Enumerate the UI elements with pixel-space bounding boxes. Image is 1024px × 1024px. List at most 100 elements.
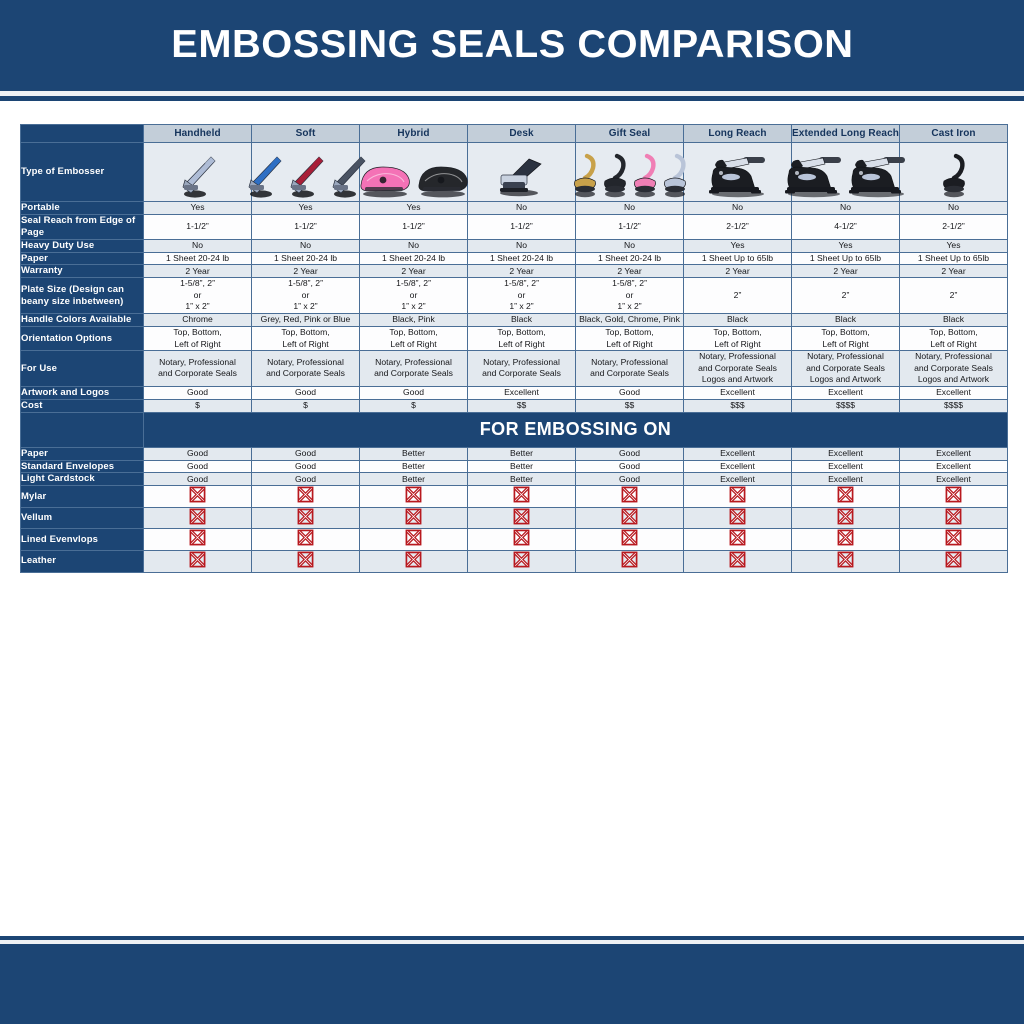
row-label-artwork-and-logos: Artwork and Logos: [21, 386, 143, 399]
cell-cost-1: $: [252, 399, 359, 412]
cell-seal-reach-from-edge-of-page-6: 4-1/2”: [792, 214, 899, 239]
hybrid-embosser-pink: [357, 159, 413, 199]
cell-embossing-lined-evenvlops-5: [684, 529, 791, 551]
x-mark-icon: [189, 530, 206, 548]
cell-embossing-leather-5: [684, 551, 791, 572]
cell-portable-5: No: [684, 202, 791, 214]
table-row-handle-colors-available: Handle Colors Available Chrome Grey, Red, …: [21, 314, 1007, 326]
x-mark-icon: [729, 551, 746, 570]
column-header-handheld[interactable]: Handheld: [144, 125, 251, 142]
handheld-embosser-chrome: [178, 153, 218, 199]
table-row-paper: Paper 1 Sheet 20-24 lb 1 Sheet 20-24 lb 1 S…: [21, 252, 1007, 265]
column-header-cast-iron[interactable]: Cast Iron: [900, 125, 1007, 142]
row-label-type-of-embosser: Type of Embosser: [21, 143, 143, 201]
cell-embossing-light-cardstock-3: Better: [468, 473, 575, 486]
cell-embossing-light-cardstock-0: Good: [144, 473, 251, 486]
cell-orientation-options-7: Top, Bottom, Left of Right: [900, 326, 1007, 351]
cell-artwork-and-logos-7: Excellent: [900, 386, 1007, 399]
column-header-desk[interactable]: Desk: [468, 125, 575, 142]
for-embossing-on-banner: FOR EMBOSSING ON: [144, 412, 1007, 447]
cell-paper-7: 1 Sheet Up to 65lb: [900, 252, 1007, 265]
cell-handle-colors-available-5: Black: [684, 314, 791, 326]
cell-handle-colors-available-7: Black: [900, 314, 1007, 326]
cell-paper-2: 1 Sheet 20-24 lb: [360, 252, 467, 265]
cell-embossing-leather-0: [144, 551, 251, 572]
row-label-embossing-standard-envelopes: Standard Envelopes: [21, 460, 143, 473]
cell-embossing-standard-envelopes-4: Good: [576, 460, 683, 473]
column-header-gift-seal[interactable]: Gift Seal: [576, 125, 683, 142]
x-mark-icon: [729, 508, 746, 527]
cell-embossing-lined-evenvlops-7: [900, 529, 1007, 551]
gift-seal-chrome: [661, 153, 689, 199]
cell-artwork-and-logos-2: Good: [360, 386, 467, 399]
cell-embossing-mylar-6: [792, 486, 899, 507]
column-header-soft[interactable]: Soft: [252, 125, 359, 142]
comparison-table: Handheld Soft Hybrid Desk Gift Seal Long Reac…: [20, 124, 1008, 573]
table-corner-cell: [21, 125, 143, 142]
header-rule-bottom: [0, 96, 1024, 101]
cell-heavy-duty-use-4: No: [576, 239, 683, 252]
x-mark-icon: [945, 486, 962, 505]
table-row-type-of-embosser: Type of Embosser: [21, 143, 1007, 201]
cell-embossing-paper-1: Good: [252, 447, 359, 460]
cell-embossing-standard-envelopes-0: Good: [144, 460, 251, 473]
cell-handle-colors-available-0: Chrome: [144, 314, 251, 326]
cell-embossing-leather-4: [576, 551, 683, 572]
long-reach-embosser-black: [707, 153, 769, 199]
product-image-cell: [144, 143, 251, 201]
cell-plate-size-design-can-beany-size-inbetween-5: 2”: [684, 278, 791, 314]
cell-plate-size-design-can-beany-size-inbetween-7: 2”: [900, 278, 1007, 314]
x-mark-icon: [405, 551, 422, 570]
cell-embossing-paper-6: Excellent: [792, 447, 899, 460]
cell-paper-6: 1 Sheet Up to 65lb: [792, 252, 899, 265]
x-mark-icon: [405, 530, 422, 548]
cell-embossing-mylar-1: [252, 486, 359, 507]
table-row-embossing-light-cardstock: Light Cardstock Good Good Better Better Good E…: [21, 473, 1007, 486]
cell-embossing-vellum-0: [144, 507, 251, 529]
cell-warranty-1: 2 Year: [252, 265, 359, 278]
cell-cost-2: $: [360, 399, 467, 412]
cell-embossing-mylar-7: [900, 486, 1007, 507]
x-mark-icon: [297, 551, 314, 570]
cast-iron-embosser-black: [940, 153, 968, 199]
cell-embossing-lined-evenvlops-2: [360, 529, 467, 551]
cell-for-use-1: Notary, Professional and Corporate Seals: [252, 351, 359, 386]
table-row-embossing-paper: Paper Good Good Better Better Good Excellent Ex…: [21, 447, 1007, 460]
cell-heavy-duty-use-7: Yes: [900, 239, 1007, 252]
cell-for-use-0: Notary, Professional and Corporate Seals: [144, 351, 251, 386]
cell-embossing-lined-evenvlops-0: [144, 529, 251, 551]
cell-orientation-options-6: Top, Bottom, Left of Right: [792, 326, 899, 351]
table-row-seal-reach-from-edge-of-page: Seal Reach from Edge of Page 1-1/2” 1-1/2”…: [21, 214, 1007, 239]
cell-for-use-4: Notary, Professional and Corporate Seals: [576, 351, 683, 386]
cell-embossing-paper-0: Good: [144, 447, 251, 460]
product-image-cell: [248, 143, 365, 201]
cell-embossing-standard-envelopes-5: Excellent: [684, 460, 791, 473]
cell-artwork-and-logos-6: Excellent: [792, 386, 899, 399]
cell-seal-reach-from-edge-of-page-1: 1-1/2”: [252, 214, 359, 239]
table-row-heavy-duty-use: Heavy Duty Use No No No No No Yes Yes Yes: [21, 239, 1007, 252]
cell-embossing-standard-envelopes-2: Better: [360, 460, 467, 473]
column-header-extended-long-reach[interactable]: Extended Long Reach: [792, 125, 899, 142]
cell-cost-6: $$$$: [792, 399, 899, 412]
comparison-table-wrap: Handheld Soft Hybrid Desk Gift Seal Long Reac…: [20, 124, 1008, 573]
footer-rule-top: [0, 936, 1024, 940]
cell-plate-size-design-can-beany-size-inbetween-2: 1-5/8”, 2” or 1” x 2”: [360, 278, 467, 314]
desk-embosser-black: [495, 155, 549, 199]
cell-paper-0: 1 Sheet 20-24 lb: [144, 252, 251, 265]
row-label-embossing-leather: Leather: [21, 551, 143, 572]
cell-embossing-mylar-0: [144, 486, 251, 507]
column-header-hybrid[interactable]: Hybrid: [360, 125, 467, 142]
cell-embossing-paper-7: Excellent: [900, 447, 1007, 460]
column-header-long-reach[interactable]: Long Reach: [684, 125, 791, 142]
cell-handle-colors-available-4: Black, Gold, Chrome, Pink: [576, 314, 683, 326]
x-mark-icon: [621, 530, 638, 548]
x-mark-icon: [513, 530, 530, 548]
cell-paper-1: 1 Sheet 20-24 lb: [252, 252, 359, 265]
row-label-plate-size-design-can-beany-size-inbetween: Plate Size (Design can beany size inbetw…: [21, 278, 143, 314]
cell-embossing-standard-envelopes-6: Excellent: [792, 460, 899, 473]
cell-embossing-vellum-2: [360, 507, 467, 529]
cell-portable-6: No: [792, 202, 899, 214]
x-mark-icon: [621, 486, 638, 505]
row-label-warranty: Warranty: [21, 265, 143, 278]
cell-plate-size-design-can-beany-size-inbetween-0: 1-5/8”, 2” or 1” x 2”: [144, 278, 251, 314]
